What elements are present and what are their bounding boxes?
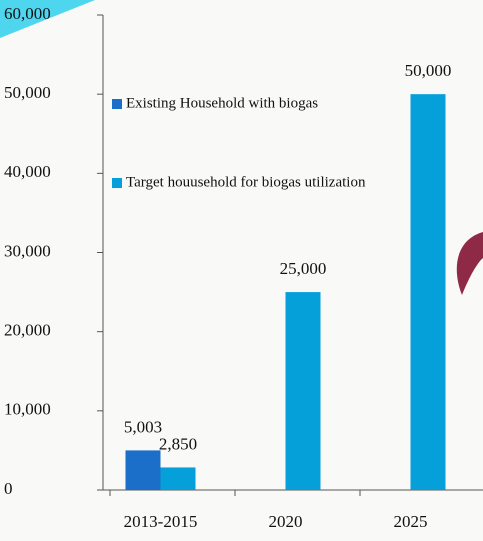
decoration bbox=[456, 232, 483, 295]
x-tick-label: 2020 bbox=[269, 512, 303, 531]
y-tick-label: 10,000 bbox=[4, 400, 51, 419]
data-label: 5,003 bbox=[124, 417, 162, 436]
bar bbox=[160, 467, 196, 490]
y-tick-label: 0 bbox=[4, 479, 13, 498]
x-tick-label: 2013-2015 bbox=[124, 512, 198, 531]
legend-label: Existing Household with biogas bbox=[126, 95, 318, 111]
y-tick-label: 30,000 bbox=[4, 241, 51, 260]
data-label: 2,850 bbox=[159, 434, 197, 453]
decoration bbox=[0, 0, 95, 38]
legend-label: Target houusehold for biogas utilization bbox=[126, 174, 366, 190]
bar bbox=[410, 94, 446, 491]
bar bbox=[125, 450, 161, 490]
legend-swatch bbox=[112, 178, 122, 188]
y-tick-label: 60,000 bbox=[4, 4, 51, 23]
x-tick-label: 2025 bbox=[394, 512, 428, 531]
y-tick-label: 50,000 bbox=[4, 83, 51, 102]
y-tick-label: 40,000 bbox=[4, 162, 51, 181]
data-label: 25,000 bbox=[280, 259, 327, 278]
data-label: 50,000 bbox=[405, 61, 452, 80]
bar bbox=[285, 292, 321, 490]
y-tick-label: 20,000 bbox=[4, 321, 51, 340]
legend-swatch bbox=[112, 99, 122, 109]
